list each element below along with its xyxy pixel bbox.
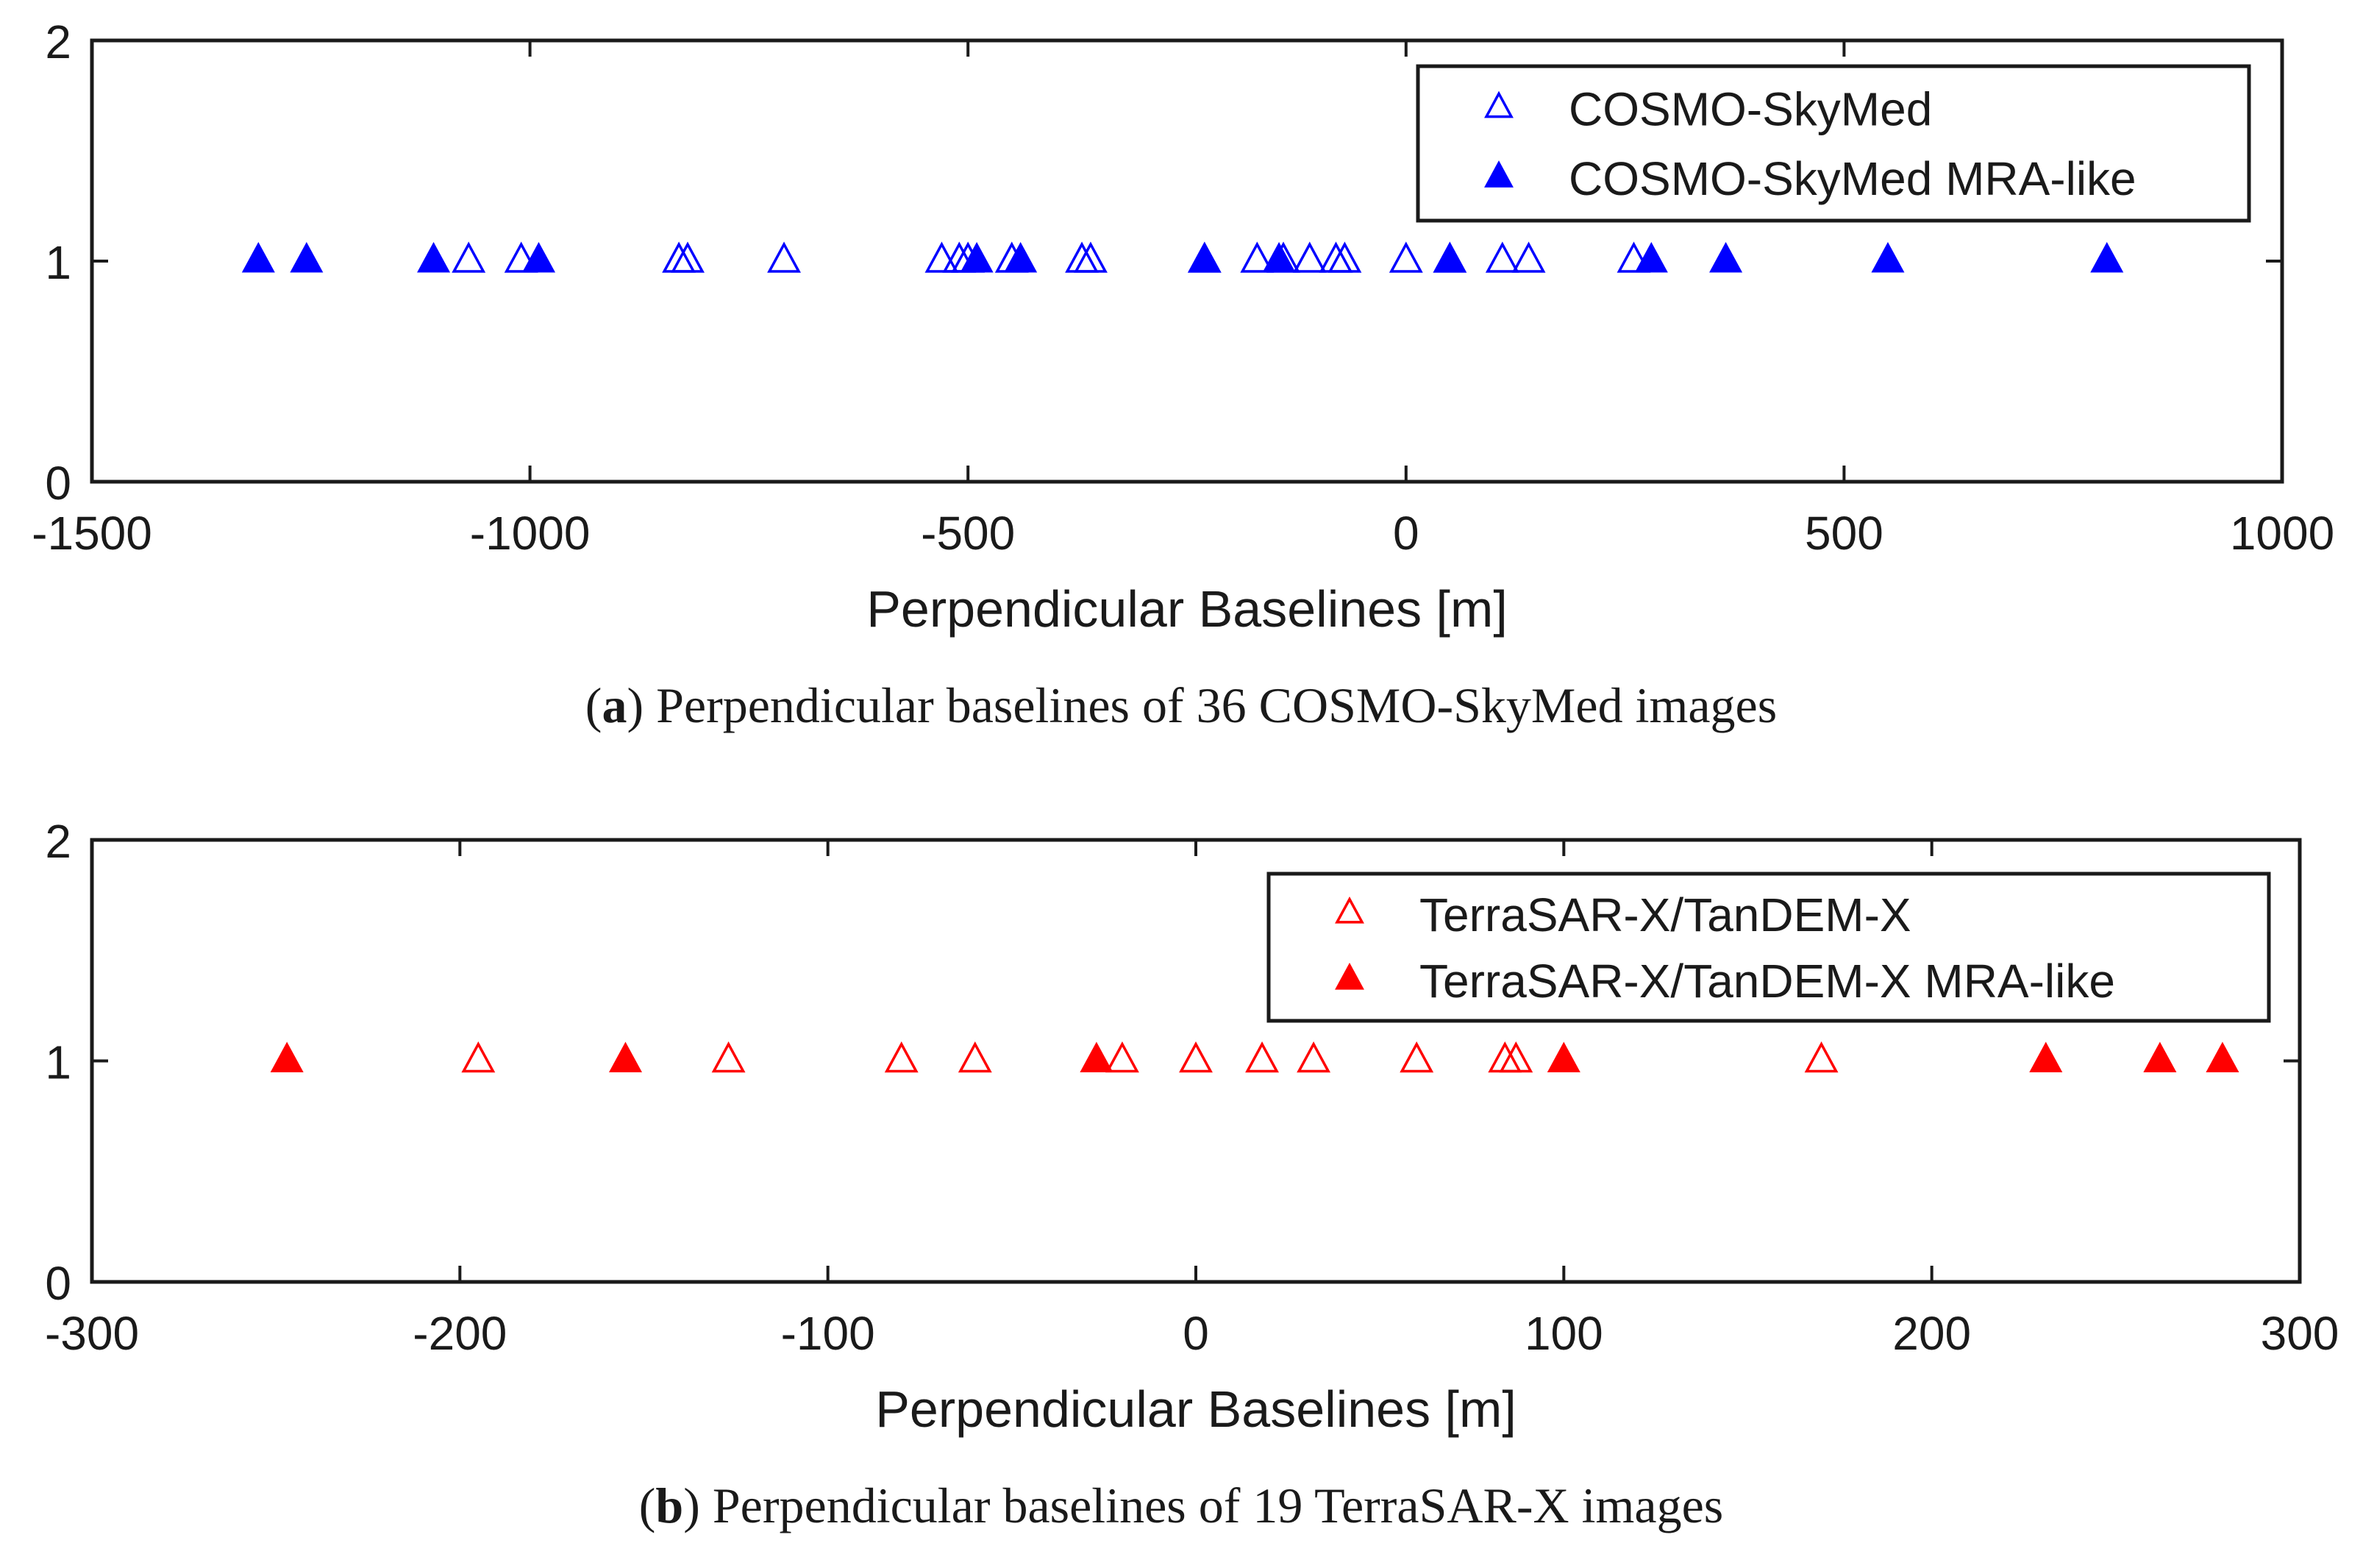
- data-point-open: [1511, 241, 1546, 273]
- data-point-open: [958, 1041, 992, 1073]
- legend-marker: [1484, 160, 1514, 188]
- data-point-filled: [1871, 242, 1905, 273]
- data-point-open: [1400, 1041, 1434, 1073]
- data-point-open: [1617, 241, 1651, 273]
- data-point-open: [1179, 1041, 1213, 1073]
- legend: COSMO-SkyMed COSMO-SkyMed MRA-like: [1416, 64, 2251, 223]
- data-point-open: [767, 241, 801, 273]
- x-axis-label: Perpendicular Baselines [m]: [866, 580, 1508, 638]
- x-tick-label: 1000: [2230, 507, 2334, 560]
- data-point-open: [504, 241, 538, 273]
- x-tick-label: 0: [1393, 507, 1419, 560]
- legend-box: [1266, 872, 2271, 1023]
- legend: TerraSAR-X/TanDEM-X TerraSAR-X/TanDEM-X M…: [1266, 872, 2271, 1023]
- data-point-open: [452, 241, 486, 273]
- data-point-filled: [241, 242, 275, 273]
- y-tick-label: 1: [45, 1036, 71, 1089]
- data-point-filled: [1433, 242, 1466, 273]
- y-tick-label: 1: [45, 236, 71, 289]
- data-point-open: [924, 241, 959, 273]
- data-point-open: [1327, 241, 1362, 273]
- x-tick-label: -200: [413, 1307, 507, 1360]
- data-point-open: [1240, 241, 1275, 273]
- x-tick-label: -500: [921, 507, 1015, 560]
- data-point-filled: [2143, 1041, 2177, 1072]
- data-point-filled: [960, 242, 994, 273]
- data-point-open: [671, 241, 705, 273]
- chart-panel-2: -300 -200 -100 0 100 200 300 0 1 2 Perpendicular B…: [45, 815, 2339, 1533]
- y-tick-label: 0: [45, 1257, 71, 1310]
- x-tick-label: 500: [1805, 507, 1883, 560]
- data-point-filled: [2029, 1041, 2063, 1072]
- data-point-open: [1485, 241, 1519, 273]
- data-point-filled: [608, 1041, 643, 1072]
- data-point-filled: [1262, 242, 1296, 273]
- legend-marker: [1335, 896, 1364, 924]
- x-axis-label: Perpendicular Baselines [m]: [875, 1380, 1516, 1438]
- data-point-filled: [2090, 242, 2124, 273]
- x-tick-label: 200: [1892, 1307, 1971, 1360]
- data-point-open: [884, 1041, 919, 1073]
- data-point-open: [1105, 1041, 1139, 1073]
- legend-marker: [1484, 90, 1514, 118]
- x-tick-label: -1000: [470, 507, 591, 560]
- legend-box: [1416, 64, 2251, 223]
- data-point-open: [1389, 241, 1423, 273]
- data-point-filled: [1080, 1041, 1113, 1072]
- data-point-filled: [1188, 242, 1222, 273]
- data-point-open: [1292, 241, 1327, 273]
- x-tick-label: -100: [781, 1307, 875, 1360]
- x-tick-label: -1500: [32, 507, 152, 560]
- data-point-open: [1245, 1041, 1280, 1073]
- legend-marker: [1335, 962, 1364, 990]
- x-tick-label: 100: [1525, 1307, 1603, 1360]
- data-point-open: [711, 1041, 746, 1073]
- data-point-open: [1499, 1041, 1533, 1073]
- data-point-open: [1074, 241, 1108, 273]
- data-point-filled: [417, 242, 451, 273]
- data-point-filled: [270, 1041, 304, 1072]
- data-point-filled: [1634, 242, 1668, 273]
- data-point-filled: [521, 242, 556, 273]
- x-tick-label: -300: [45, 1307, 139, 1360]
- data-point-open: [1297, 1041, 1331, 1073]
- chart-panel-1: -1500 -1000 -500 0 500 1000 0 1 2 Perpendicular B…: [32, 15, 2334, 733]
- data-point-open: [1804, 1041, 1839, 1073]
- x-tick-label: 0: [1183, 1307, 1209, 1360]
- data-point-filled: [1004, 242, 1038, 273]
- figure-caption: (b) Perpendicular baselines of 19 TerraS…: [639, 1478, 1724, 1533]
- x-tick-label: 300: [2261, 1307, 2339, 1360]
- y-tick-label: 2: [45, 15, 71, 68]
- y-tick-label: 2: [45, 815, 71, 868]
- data-point-open: [461, 1041, 496, 1073]
- legend-label: COSMO-SkyMed: [1569, 83, 1932, 136]
- data-point-filled: [2206, 1041, 2239, 1072]
- data-point-filled: [1547, 1041, 1580, 1072]
- legend-label: COSMO-SkyMed MRA-like: [1569, 152, 2136, 205]
- figure-caption: (a) Perpendicular baselines of 36 COSMO-…: [585, 677, 1777, 733]
- data-point-filled: [1709, 242, 1743, 273]
- y-tick-label: 0: [45, 457, 71, 510]
- data-point-filled: [290, 242, 324, 273]
- legend-label: TerraSAR-X/TanDEM-X: [1419, 888, 1911, 941]
- legend-label: TerraSAR-X/TanDEM-X MRA-like: [1419, 955, 2115, 1008]
